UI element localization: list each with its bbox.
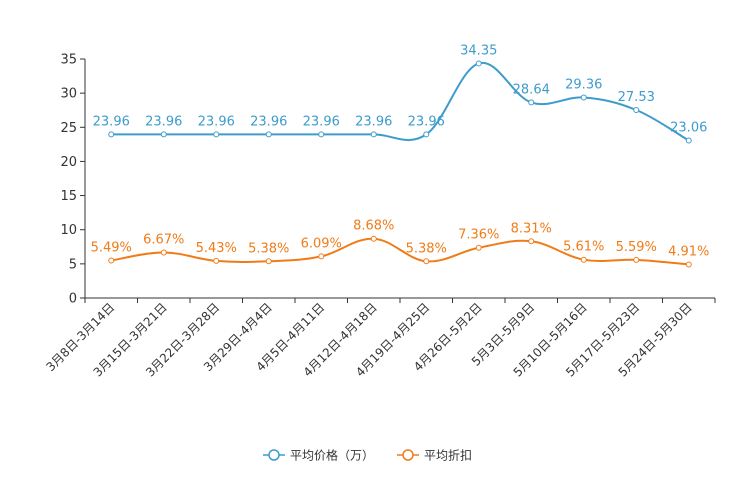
data-point-discount bbox=[213, 257, 220, 264]
legend-item-discount[interactable]: 平均折扣 bbox=[397, 448, 472, 463]
data-label-price: 23.96 bbox=[145, 114, 182, 129]
data-label-discount: 8.68% bbox=[353, 219, 394, 234]
data-label-price: 23.96 bbox=[303, 114, 340, 129]
data-point-price bbox=[633, 107, 640, 114]
data-point-price bbox=[108, 131, 115, 138]
data-point-price bbox=[685, 137, 692, 144]
legend-marker-icon bbox=[268, 449, 280, 461]
data-point-price bbox=[528, 99, 535, 106]
legend-label: 平均价格（万） bbox=[290, 448, 374, 463]
data-point-price bbox=[265, 131, 272, 138]
y-tick-label: 30 bbox=[60, 87, 77, 102]
data-label-discount: 5.38% bbox=[406, 241, 447, 256]
legend-marker-icon bbox=[402, 449, 414, 461]
data-label-discount: 5.59% bbox=[616, 240, 657, 255]
data-point-price bbox=[213, 131, 220, 138]
data-label-price: 34.35 bbox=[460, 43, 497, 58]
legend-item-price[interactable]: 平均价格（万） bbox=[263, 448, 374, 463]
data-label-discount: 4.91% bbox=[668, 244, 709, 259]
data-label-discount: 8.31% bbox=[511, 221, 552, 236]
data-point-price bbox=[370, 131, 377, 138]
data-label-discount: 5.38% bbox=[248, 241, 289, 256]
data-label-discount: 5.49% bbox=[91, 241, 132, 256]
y-tick-label: 35 bbox=[60, 53, 77, 68]
data-label-discount: 7.36% bbox=[458, 228, 499, 243]
data-point-discount bbox=[528, 238, 535, 245]
data-label-price: 23.96 bbox=[355, 114, 392, 129]
data-label-price: 29.36 bbox=[565, 78, 602, 93]
y-tick-label: 5 bbox=[69, 257, 77, 272]
data-point-discount bbox=[423, 258, 430, 265]
y-tick-label: 10 bbox=[60, 223, 77, 238]
data-point-price bbox=[160, 131, 167, 138]
data-point-price bbox=[318, 131, 325, 138]
data-point-discount bbox=[633, 256, 640, 263]
data-point-discount bbox=[370, 235, 377, 242]
y-tick-label: 0 bbox=[69, 292, 77, 307]
data-label-price: 23.96 bbox=[250, 114, 287, 129]
data-point-discount bbox=[265, 258, 272, 265]
data-point-discount bbox=[160, 249, 167, 256]
data-label-price: 23.96 bbox=[93, 114, 130, 129]
data-label-price: 28.64 bbox=[513, 82, 550, 97]
data-point-discount bbox=[580, 256, 587, 263]
data-label-discount: 6.67% bbox=[143, 232, 184, 247]
data-point-price bbox=[423, 131, 430, 138]
data-label-price: 23.96 bbox=[198, 114, 235, 129]
y-tick-label: 15 bbox=[60, 189, 77, 204]
data-label-discount: 5.61% bbox=[563, 240, 604, 255]
legend-label: 平均折扣 bbox=[424, 448, 472, 463]
y-tick-label: 20 bbox=[60, 155, 77, 170]
data-point-discount bbox=[108, 257, 115, 264]
data-label-discount: 6.09% bbox=[301, 236, 342, 251]
series-line-discount bbox=[111, 237, 689, 266]
data-point-price bbox=[475, 60, 482, 67]
data-label-price: 27.53 bbox=[618, 90, 655, 105]
data-point-discount bbox=[685, 261, 692, 268]
data-point-discount bbox=[318, 253, 325, 260]
data-point-price bbox=[580, 94, 587, 101]
data-point-discount bbox=[475, 244, 482, 251]
y-tick-label: 25 bbox=[60, 121, 77, 136]
data-label-price: 23.06 bbox=[670, 121, 707, 136]
data-label-price: 23.96 bbox=[408, 114, 445, 129]
data-label-discount: 5.43% bbox=[196, 241, 237, 256]
